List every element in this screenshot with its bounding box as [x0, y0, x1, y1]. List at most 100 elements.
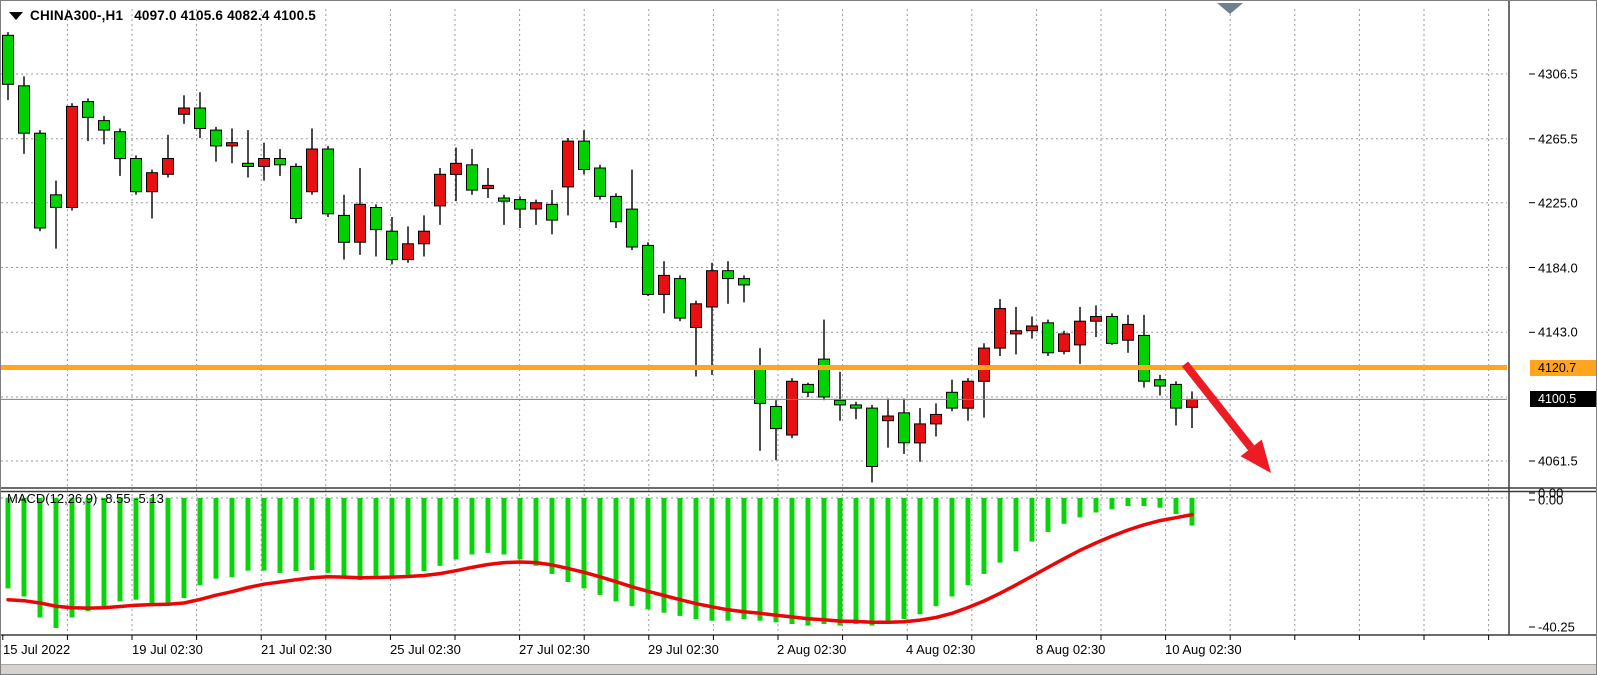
- macd-histogram-bar: [5, 498, 11, 589]
- macd-histogram-bar: [133, 498, 139, 600]
- candle-body: [370, 207, 382, 231]
- macd-histogram-bar: [645, 498, 651, 610]
- macd-histogram-bar: [597, 498, 603, 595]
- candle-body: [178, 107, 190, 115]
- macd-histogram-bar: [1189, 498, 1195, 526]
- macd-histogram-bar: [533, 498, 539, 566]
- candle-body: [2, 34, 14, 85]
- candle-body: [722, 270, 734, 280]
- candle-body: [82, 101, 94, 118]
- macd-histogram-bar: [325, 498, 331, 573]
- macd-histogram-bar: [901, 498, 907, 620]
- macd-histogram-bar: [581, 498, 587, 589]
- macd-histogram-bar: [21, 498, 27, 597]
- candle-body: [802, 383, 814, 393]
- macd-axis-label: 0.00: [1538, 485, 1564, 501]
- candle-body: [562, 140, 574, 188]
- macd-histogram-bar: [1173, 498, 1179, 515]
- candle-body: [754, 368, 766, 404]
- candle-body: [1090, 316, 1102, 322]
- candle-body: [946, 391, 958, 409]
- candle-body: [978, 347, 990, 382]
- macd-histogram-bar: [277, 498, 283, 573]
- candle-body: [354, 203, 366, 243]
- macd-histogram-bar: [309, 498, 315, 570]
- date-label: 25 Jul 02:30: [390, 642, 461, 657]
- candle-body: [482, 184, 494, 190]
- macd-histogram-bar: [357, 498, 363, 580]
- macd-histogram-bar: [421, 498, 427, 571]
- candle-body: [322, 148, 334, 215]
- candle-body: [98, 120, 110, 131]
- macd-histogram-bar: [1125, 498, 1131, 507]
- candle-body: [338, 214, 350, 243]
- macd-histogram-bar: [53, 498, 59, 628]
- macd-histogram-bar: [1093, 498, 1099, 513]
- date-label: 29 Jul 02:30: [648, 642, 719, 657]
- candle-body: [258, 158, 270, 167]
- macd-histogram-bar: [997, 498, 1003, 563]
- macd-histogram-bar: [789, 498, 795, 624]
- candle-body: [290, 165, 302, 219]
- macd-histogram-bar: [293, 498, 299, 571]
- candle-body: [418, 230, 430, 245]
- macd-indicator-label: MACD(12,26,9) -8.55 -5.13: [7, 491, 164, 506]
- macd-histogram-bar: [885, 498, 891, 623]
- candle-body: [1074, 320, 1086, 346]
- candle-body: [34, 132, 46, 229]
- date-label: 15 Jul 2022: [3, 642, 71, 657]
- candle-body: [194, 107, 206, 129]
- candle-body: [242, 162, 254, 168]
- candle-body: [114, 131, 126, 160]
- candle-body: [146, 172, 158, 193]
- macd-histogram-bar: [117, 498, 123, 602]
- macd-histogram-bar: [933, 498, 939, 607]
- macd-histogram-bar: [629, 498, 635, 607]
- candle-body: [162, 158, 174, 175]
- macd-histogram-bar: [69, 498, 75, 618]
- macd-histogram-bar: [677, 498, 683, 616]
- candle-body: [594, 167, 606, 197]
- macd-histogram-bar: [165, 498, 171, 603]
- macd-histogram-bar: [661, 498, 667, 613]
- candle-body: [530, 202, 542, 210]
- macd-histogram-bar: [773, 498, 779, 623]
- macd-histogram-bar: [1109, 498, 1115, 510]
- candle-body: [1058, 333, 1070, 352]
- macd-histogram-bar: [229, 498, 235, 578]
- macd-histogram-bar: [485, 498, 491, 553]
- macd-histogram-bar: [149, 498, 155, 603]
- trend-arrow[interactable]: [1181, 361, 1271, 473]
- candle-body: [1042, 322, 1054, 354]
- ohlc-values: 4097.0 4105.6 4082.4 4100.5: [134, 8, 317, 23]
- candle-body: [402, 243, 414, 261]
- macd-histogram-bar: [1045, 498, 1051, 532]
- symbol-dropdown-icon: [9, 11, 23, 20]
- macd-histogram-bar: [1141, 498, 1147, 507]
- macd-histogram-bar: [517, 498, 523, 560]
- price-label: 4265.5: [1538, 131, 1578, 147]
- macd-histogram-bar: [709, 498, 715, 621]
- macd-axis-label: -40.25: [1538, 619, 1575, 635]
- candle-body: [130, 158, 142, 193]
- macd-histogram-bar: [837, 498, 843, 626]
- price-badge: 4100.5: [1530, 391, 1596, 408]
- macd-histogram-bar: [613, 498, 619, 602]
- macd-histogram-bar: [1077, 498, 1083, 518]
- date-label: 19 Jul 02:30: [132, 642, 203, 657]
- macd-histogram-bar: [469, 498, 475, 555]
- candle-body: [66, 105, 78, 208]
- candle-body: [1122, 323, 1134, 341]
- candle-body: [914, 423, 926, 444]
- candle-body: [994, 308, 1006, 349]
- macd-histogram-bar: [965, 498, 971, 586]
- candle-body: [50, 194, 62, 208]
- candle-body: [770, 406, 782, 430]
- candle-body: [578, 140, 590, 171]
- candle-body: [546, 203, 558, 221]
- macd-axis-label: 0.00: [1538, 492, 1564, 508]
- macd-histogram-bar: [453, 498, 459, 560]
- candle-body: [786, 380, 798, 436]
- candle-body: [882, 415, 894, 422]
